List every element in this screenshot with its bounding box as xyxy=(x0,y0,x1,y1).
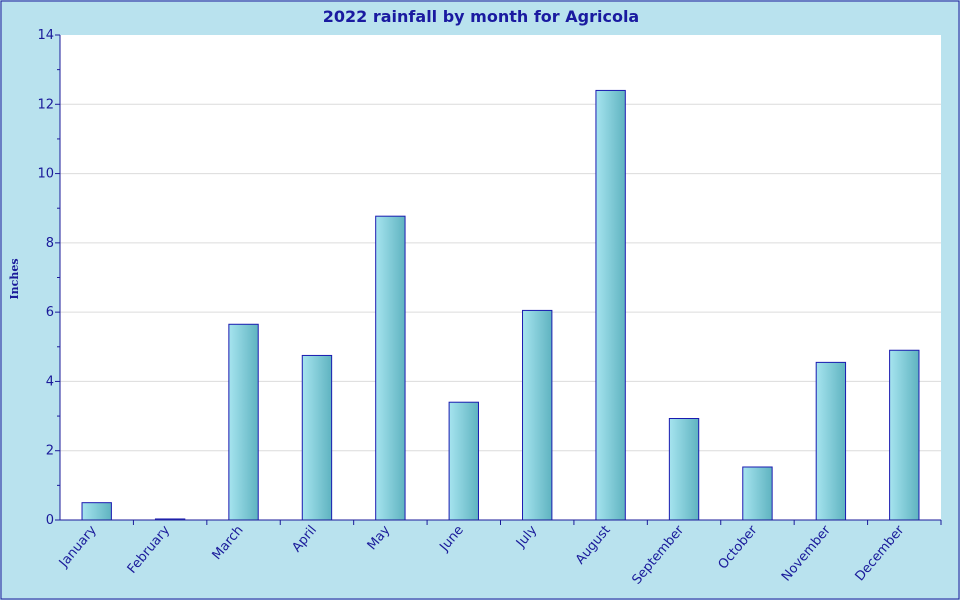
bar-january xyxy=(81,502,112,521)
bar-november xyxy=(815,361,847,521)
x-tick-label: August xyxy=(573,523,614,567)
x-tick-label: April xyxy=(289,523,320,555)
x-tick-label: September xyxy=(629,522,687,587)
x-tick-labels: January February March April May June July Augu… xyxy=(56,522,908,587)
x-tick-label: March xyxy=(210,523,247,563)
x-tick-label: November xyxy=(779,522,834,584)
y-tick-label: 14 xyxy=(37,28,54,43)
bar-september xyxy=(668,417,700,521)
bar-october xyxy=(742,466,773,521)
y-tick-label: 4 xyxy=(46,374,54,389)
x-tick-label: June xyxy=(437,523,467,555)
x-tick-label: December xyxy=(853,522,908,584)
x-tick-label: February xyxy=(125,523,174,577)
y-axis-label: Inches xyxy=(8,258,21,299)
y-tick-label: 10 xyxy=(37,167,54,182)
axes xyxy=(55,34,942,525)
gridlines xyxy=(60,103,941,452)
bar-april xyxy=(301,354,333,521)
bar-march xyxy=(228,323,259,521)
x-tick-label: May xyxy=(365,523,394,553)
plot-area xyxy=(60,35,941,520)
bars xyxy=(81,89,920,521)
bar-august xyxy=(595,89,626,521)
y-tick-label: 8 xyxy=(46,236,54,251)
bar-may xyxy=(375,215,406,521)
chart-title: 2022 rainfall by month for Agricola xyxy=(323,7,639,26)
x-tick-label: January xyxy=(56,523,100,571)
x-tick-label: July xyxy=(513,523,540,552)
bar-december xyxy=(889,349,920,521)
y-tick-label: 6 xyxy=(46,305,54,320)
x-tick-label: October xyxy=(716,522,761,572)
y-tick-label: 2 xyxy=(46,444,54,459)
y-tick-label: 12 xyxy=(37,97,54,112)
y-tick-label: 0 xyxy=(46,513,54,528)
y-tick-labels: 0 2 4 6 8 10 12 14 xyxy=(37,28,54,528)
bar-july xyxy=(522,309,553,521)
bar-june xyxy=(448,401,479,521)
